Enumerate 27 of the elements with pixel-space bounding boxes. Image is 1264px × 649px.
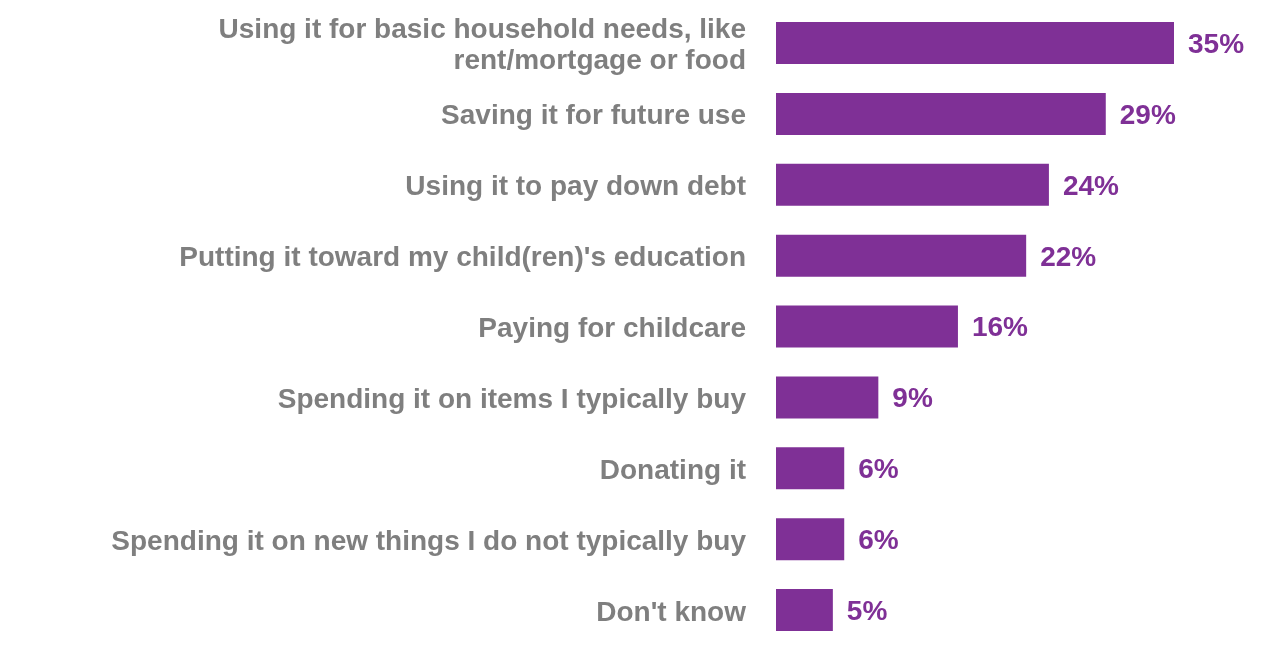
data-label: 6%: [858, 453, 899, 485]
y-tick-label: Using it for basic household needs, like rent/mortgage or food: [218, 12, 746, 75]
data-label: 16%: [971, 311, 1029, 343]
y-tick-label: Spending it on new things I do not typically buy: [111, 524, 747, 556]
y-tick-label: Paying for childcare: [478, 311, 746, 343]
data-label: 29%: [1119, 98, 1176, 130]
bar: [776, 92, 1106, 135]
data-label: 35%: [1188, 27, 1245, 59]
bar: [776, 376, 879, 419]
data-label: 22%: [1040, 240, 1097, 272]
data-label: 5%: [846, 595, 888, 627]
bar: [776, 163, 1049, 206]
bar: [776, 518, 845, 561]
bar: [776, 22, 1174, 64]
bar: [776, 305, 958, 348]
bar: [776, 447, 845, 490]
y-tick-label: Putting it toward my child(ren)'s education: [179, 240, 746, 272]
y-tick-label: Donating it: [599, 453, 746, 485]
data-label: 9%: [892, 382, 933, 414]
y-tick-label: Saving it for future use: [441, 98, 746, 130]
y-tick-label: Using it to pay down debt: [405, 169, 746, 201]
bar: [776, 589, 833, 632]
bar: [776, 234, 1027, 277]
y-tick-label: Don't know: [596, 595, 747, 627]
data-label: 24%: [1062, 169, 1120, 201]
y-tick-label: Spending it on items I typically buy: [277, 382, 747, 414]
data-label: 6%: [858, 524, 899, 556]
